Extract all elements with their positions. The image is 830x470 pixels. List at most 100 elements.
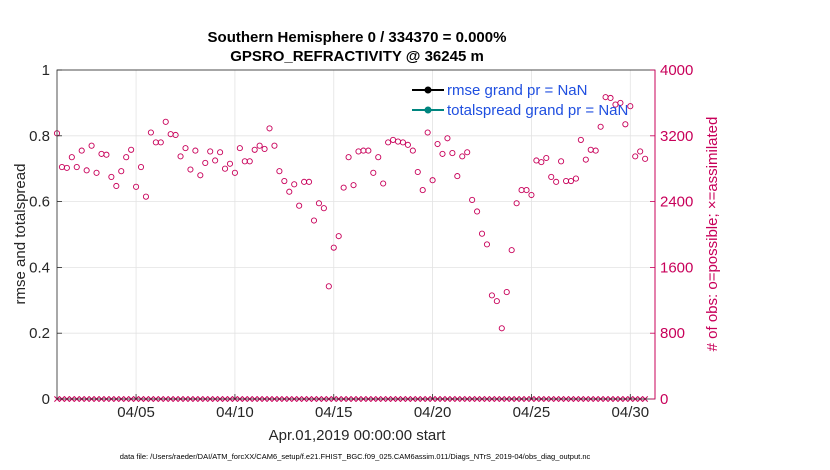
possible-obs-point <box>335 233 342 240</box>
possible-obs-point <box>88 142 95 149</box>
legend-spread-label: totalspread grand pr = NaN <box>447 102 628 119</box>
possible-obs-point <box>523 187 530 194</box>
y-right-tick-label: 0 <box>660 391 668 408</box>
possible-obs-point <box>266 125 273 132</box>
possible-obs-point <box>118 168 125 175</box>
chart-subtitle: GPSRO_REFRACTIVITY @ 36245 m <box>230 48 484 65</box>
y-left-tick-label: 0.8 <box>29 128 50 145</box>
possible-obs-point <box>592 147 599 154</box>
possible-obs-point <box>310 217 318 224</box>
y-right-tick-label: 3200 <box>660 128 693 145</box>
possible-obs-point <box>202 159 209 166</box>
possible-obs-point <box>236 145 243 152</box>
x-tick-label: 04/05 <box>117 404 155 421</box>
possible-obs-point <box>449 150 456 157</box>
possible-obs-point <box>627 103 634 110</box>
axis-ticks: 0 0.2 0.4 0.6 0.8 1 0 800 1600 2400 3200 4000 04/05 0… <box>29 62 693 421</box>
possible-obs-point <box>538 159 545 166</box>
possible-obs-point <box>444 135 451 142</box>
possible-obs-point <box>439 150 446 157</box>
possible-obs-point <box>508 247 515 254</box>
possible-obs-point <box>424 129 431 136</box>
possible-obs-point <box>276 168 283 175</box>
possible-obs-point <box>147 129 154 136</box>
possible-obs-point <box>73 164 80 171</box>
legend-rmse-marker <box>424 86 432 94</box>
possible-obs-point <box>231 169 238 176</box>
possible-obs-point <box>325 283 332 290</box>
possible-obs-point <box>454 173 461 180</box>
possible-obs-point <box>83 167 90 174</box>
chart-title: Southern Hemisphere 0 / 334370 = 0.000% <box>208 29 507 46</box>
possible-obs-point <box>375 154 382 161</box>
possible-obs-point <box>212 157 219 164</box>
possible-obs-point <box>261 145 268 153</box>
possible-obs-point <box>478 230 486 237</box>
possible-obs-point <box>464 149 471 156</box>
possible-obs-point <box>123 154 130 161</box>
possible-obs-point <box>172 131 179 139</box>
possible-obs-point <box>642 155 649 162</box>
possible-obs-point <box>192 147 199 154</box>
possible-obs-point <box>622 121 629 128</box>
x-tick-label: 04/20 <box>414 404 452 421</box>
possible-obs-point <box>286 188 293 195</box>
possible-obs-point <box>404 141 411 148</box>
possible-obs-point <box>330 244 337 251</box>
possible-obs-point <box>128 146 135 153</box>
possible-obs-point <box>637 148 644 155</box>
possible-obs-point <box>142 193 150 200</box>
y-left-tick-label: 0.4 <box>29 259 50 276</box>
possible-obs-point <box>459 153 466 160</box>
y-left-tick-label: 0.2 <box>29 325 50 342</box>
possible-obs-point <box>251 146 258 153</box>
possible-obs-point <box>543 154 550 162</box>
possible-obs-point <box>340 184 347 191</box>
possible-obs-point <box>513 200 520 207</box>
possible-obs-point <box>93 169 100 176</box>
possible-obs-point <box>281 177 288 185</box>
possible-obs-point <box>385 139 392 146</box>
possible-obs-point <box>305 178 313 185</box>
possible-obs-point <box>469 196 476 204</box>
possible-obs-point <box>414 168 421 176</box>
possible-obs-point <box>217 149 224 156</box>
y-right-tick-label: 2400 <box>660 194 693 211</box>
possible-obs-point <box>345 154 352 161</box>
possible-obs-point <box>632 153 639 160</box>
legend-spread-marker <box>424 106 432 114</box>
possible-obs-point <box>177 153 184 160</box>
possible-obs-point <box>315 200 322 207</box>
possible-obs-series <box>53 94 649 332</box>
possible-obs-point <box>503 289 510 296</box>
possible-obs-point <box>577 136 584 143</box>
possible-obs-point <box>553 178 560 185</box>
x-axis-label: Apr.01,2019 00:00:00 start <box>269 427 447 444</box>
possible-obs-point <box>493 298 500 305</box>
possible-obs-point <box>157 139 164 146</box>
possible-obs-point <box>370 169 377 176</box>
possible-obs-point <box>582 156 589 163</box>
possible-obs-point <box>187 166 194 173</box>
possible-obs-point <box>474 208 481 215</box>
possible-obs-point <box>419 187 426 194</box>
possible-obs-point <box>221 165 229 172</box>
legend: rmse grand pr = NaN totalspread grand pr… <box>412 82 628 119</box>
legend-rmse-label: rmse grand pr = NaN <box>447 82 587 99</box>
y-right-tick-label: 1600 <box>660 259 693 276</box>
possible-obs-point <box>434 140 441 148</box>
y-left-tick-label: 0.6 <box>29 194 50 211</box>
possible-obs-point <box>197 172 204 179</box>
possible-obs-point <box>207 148 214 155</box>
plot-area <box>57 70 655 399</box>
possible-obs-point <box>113 182 120 190</box>
y-right-tick-label: 800 <box>660 325 685 342</box>
possible-obs-point <box>409 147 416 154</box>
possible-obs-point <box>162 118 169 125</box>
possible-obs-point <box>78 147 85 154</box>
possible-obs-point <box>399 139 407 146</box>
possible-obs-point <box>567 177 575 185</box>
possible-obs-point <box>528 191 535 199</box>
possible-obs-point <box>380 180 387 187</box>
possible-obs-point <box>498 325 505 332</box>
